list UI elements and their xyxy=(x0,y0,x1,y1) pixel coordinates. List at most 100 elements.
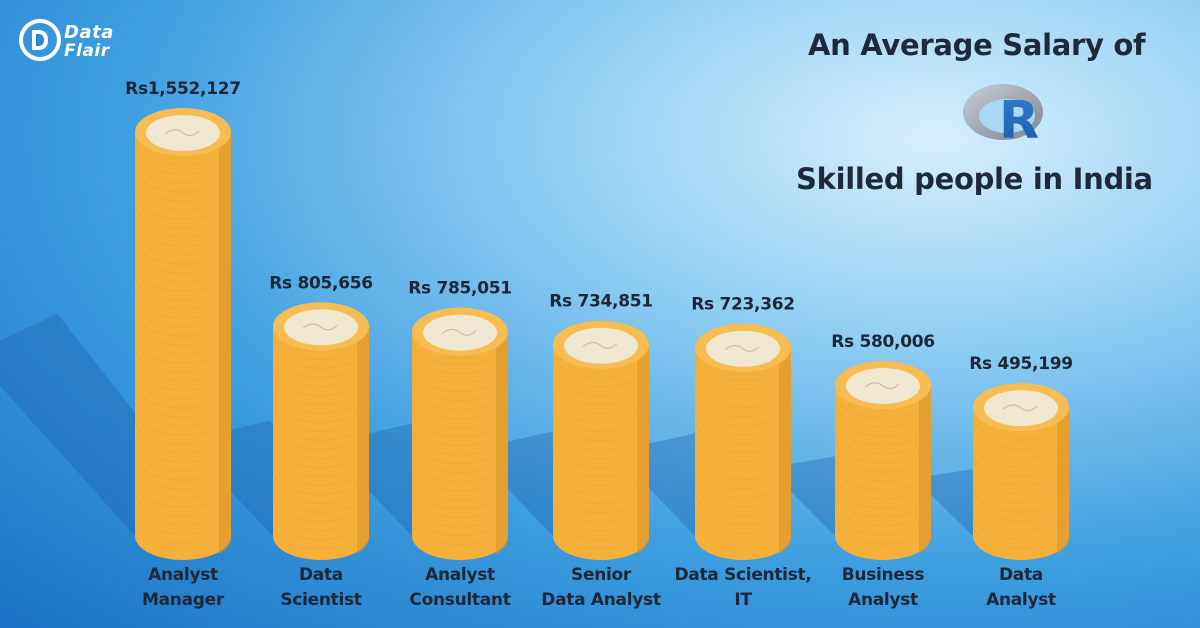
coin-rim xyxy=(272,497,370,522)
coin-rim xyxy=(272,515,370,540)
coin-rim xyxy=(134,140,232,166)
coin-rim xyxy=(694,356,792,382)
coin-rim xyxy=(134,356,232,382)
coin-rim xyxy=(272,344,370,369)
coin-rim xyxy=(272,488,370,513)
coin-rim xyxy=(272,371,370,396)
coin-rim xyxy=(134,194,232,220)
coin-rim xyxy=(694,437,792,463)
coin-rim xyxy=(552,506,650,532)
coin-rim xyxy=(834,403,932,428)
category-label: Data xyxy=(299,565,343,585)
r-language-logo: R xyxy=(963,84,1043,148)
coin-rim xyxy=(134,275,232,301)
coin-rim xyxy=(972,506,1070,531)
coin-rim xyxy=(134,158,232,184)
coin-rim xyxy=(272,407,370,432)
coin-rim xyxy=(834,421,932,446)
coin-stack xyxy=(695,347,791,560)
coin-rim xyxy=(134,455,232,481)
coin-rim xyxy=(694,500,792,526)
coin-rim xyxy=(134,338,232,364)
coin-rim xyxy=(552,443,650,469)
logo-text-data: Data xyxy=(64,22,114,43)
coin-rim xyxy=(694,509,792,535)
category-label: Consultant xyxy=(409,590,510,610)
coin-rim xyxy=(411,448,509,474)
coin-rim xyxy=(134,437,232,463)
coin-rim xyxy=(694,392,792,418)
coin-rim xyxy=(694,383,792,409)
coin-rim xyxy=(411,394,509,420)
coin-rim xyxy=(411,421,509,447)
coin-rim xyxy=(972,452,1070,477)
coin-rim xyxy=(411,367,509,393)
coin-rim xyxy=(972,461,1070,486)
coin-rim xyxy=(552,470,650,496)
value-label: Rs 785,051 xyxy=(408,279,512,299)
coin-rim xyxy=(134,284,232,310)
coin-stack-shade xyxy=(357,326,370,554)
coin-rim xyxy=(972,434,1070,459)
coin-rim xyxy=(834,430,932,455)
coin-rim xyxy=(272,362,370,387)
coin-rim xyxy=(694,428,792,454)
coin-rim xyxy=(972,515,1070,540)
coin-rim xyxy=(134,176,232,202)
coin-rim xyxy=(272,380,370,405)
coin-rim xyxy=(134,410,232,436)
coin-rim xyxy=(552,524,650,550)
coin-rim xyxy=(411,475,509,501)
coin-rim xyxy=(134,446,232,472)
coin-rim xyxy=(411,385,509,411)
coin-stack xyxy=(973,407,1069,560)
coin-rim xyxy=(552,389,650,415)
coin-rim xyxy=(552,398,650,424)
coin-rim xyxy=(972,470,1070,495)
coin-rim xyxy=(272,389,370,414)
coin-rim xyxy=(972,479,1070,504)
coin-rim xyxy=(834,439,932,464)
coin-rim xyxy=(552,488,650,514)
value-label: Rs 580,006 xyxy=(831,332,935,352)
coin-rim xyxy=(834,457,932,482)
coin-rim xyxy=(134,212,232,238)
coin-rim xyxy=(552,416,650,442)
coin-rim xyxy=(134,464,232,490)
coin-rim xyxy=(134,293,232,319)
coin-rim xyxy=(134,392,232,418)
coin-rim xyxy=(134,203,232,229)
category-label: Business xyxy=(842,565,925,585)
coin-rim xyxy=(972,497,1070,522)
coin-rim xyxy=(272,524,370,549)
value-label: Rs 723,362 xyxy=(691,295,795,315)
coin-rim xyxy=(411,511,509,537)
coin-rim xyxy=(411,457,509,483)
coin-rim xyxy=(694,482,792,508)
heading-line-1: An Average Salary of xyxy=(808,28,1146,62)
coin-stack-shade xyxy=(779,347,792,554)
coin-rim xyxy=(134,266,232,292)
coin-stack xyxy=(835,385,931,560)
coin-rim xyxy=(552,461,650,487)
coin-rim xyxy=(134,311,232,337)
coin-rim xyxy=(134,167,232,193)
coin-rim xyxy=(134,320,232,346)
coin-rim xyxy=(411,520,509,546)
coin-stack xyxy=(412,331,508,560)
coin-rim xyxy=(134,482,232,508)
coin-rim xyxy=(134,302,232,328)
coin-rim xyxy=(972,488,1070,513)
dataflair-logo[interactable]: Data Flair xyxy=(18,14,128,64)
coin-rim xyxy=(134,383,232,409)
dataflair-logo-icon xyxy=(19,19,61,61)
coin-rim xyxy=(834,475,932,500)
coin-rim xyxy=(134,374,232,400)
coin-rim xyxy=(272,452,370,477)
coin-rim xyxy=(134,347,232,373)
coin-rim xyxy=(972,443,1070,468)
coin-rim xyxy=(834,412,932,437)
coin-rim xyxy=(134,509,232,535)
